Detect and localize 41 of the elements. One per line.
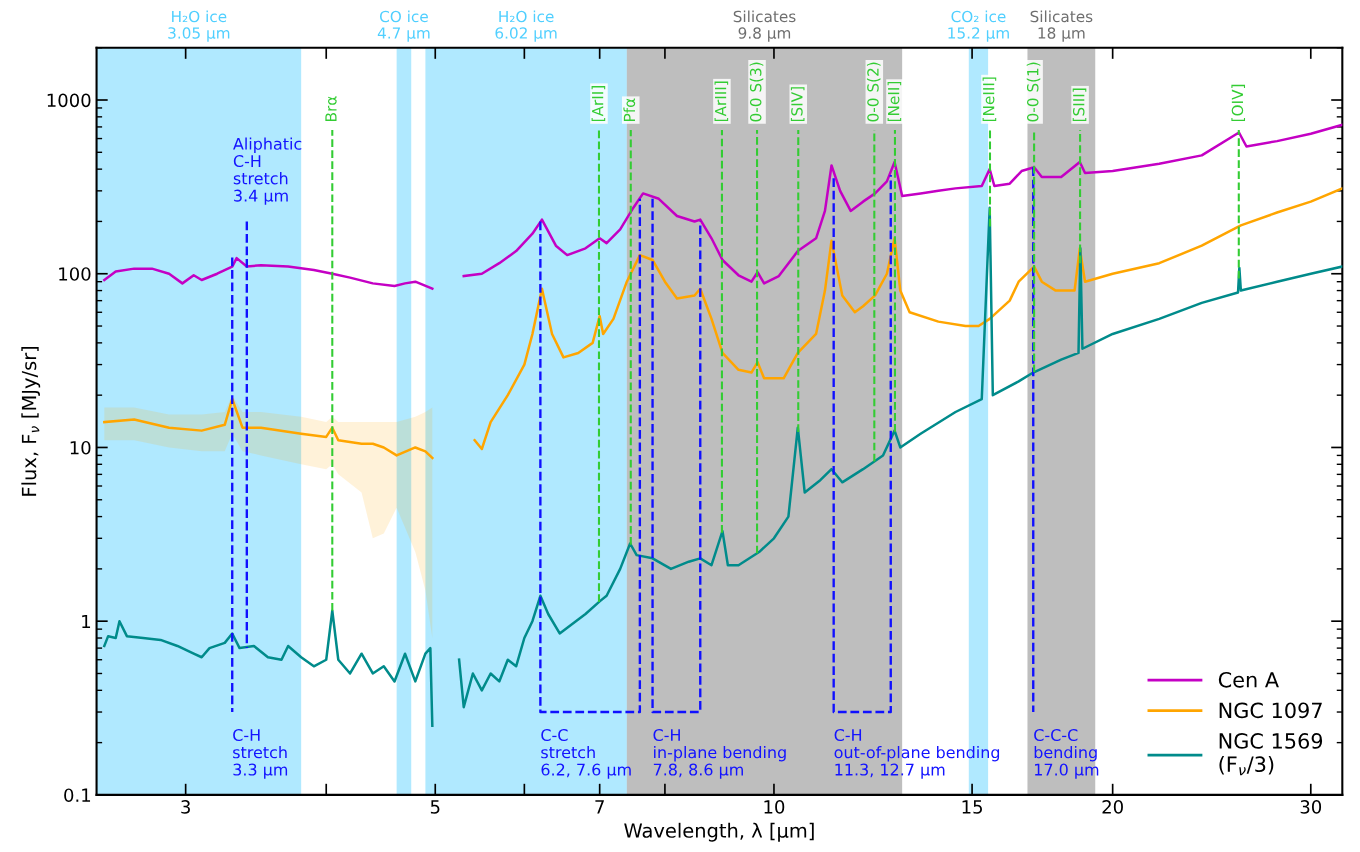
x-tick-label: 5 bbox=[430, 800, 440, 814]
x-tick-label: 3 bbox=[181, 800, 190, 814]
ref-line-label: [ArII] bbox=[591, 86, 606, 122]
ref-line-label: [ArIII] bbox=[714, 81, 729, 122]
ref-line-label: 0-0 S(1) bbox=[1026, 62, 1041, 122]
ref-line-label: [SIII] bbox=[1072, 88, 1087, 122]
ref-line-label: Pfα bbox=[623, 98, 636, 121]
ref-line-label: [NeIII] bbox=[982, 77, 997, 122]
ref-line-label: [NeII] bbox=[887, 81, 902, 122]
legend-label: NGC 1097 bbox=[1219, 702, 1322, 719]
x-tick-label: 7 bbox=[595, 800, 604, 814]
band-label: Silicates 9.8 µm bbox=[733, 10, 796, 42]
ref-line-label: 0-0 S(2) bbox=[866, 62, 881, 122]
legend-label: Cen A bbox=[1218, 671, 1279, 688]
band-label: CO ice 4.7 µm bbox=[377, 10, 430, 42]
ref-line-label: [OIV] bbox=[1231, 84, 1246, 122]
annotation: C-H out-of-plane bending 11.3, 12.7 µm bbox=[834, 728, 1000, 779]
y-tick-label: 0.1 bbox=[64, 788, 91, 803]
x-tick-label: 10 bbox=[764, 800, 785, 814]
band-label: Silicates 18 µm bbox=[1030, 10, 1093, 42]
annotation: C-C stretch 6.2, 7.6 µm bbox=[541, 728, 631, 779]
x-tick-label: 20 bbox=[1102, 800, 1123, 814]
y-tick-label: 100 bbox=[59, 267, 91, 281]
annotation: Aliphatic C-H stretch 3.4 µm bbox=[233, 137, 302, 205]
annotation: C-C-C bending 17.0 µm bbox=[1034, 728, 1099, 779]
band-label: CO₂ ice 15.2 µm bbox=[948, 10, 1009, 42]
y-tick-label: 10 bbox=[70, 440, 91, 455]
y-tick-label: 1 bbox=[82, 614, 91, 629]
annotation: C-H in-plane bending 7.8, 8.6 µm bbox=[653, 728, 786, 779]
y-tick-label: 1000 bbox=[47, 93, 91, 108]
ref-line-label: 0-0 S(3) bbox=[749, 62, 764, 122]
y-axis-title: Flux, F$_{ν}$ [MJy/sr] bbox=[21, 346, 41, 496]
x-tick-label: 15 bbox=[962, 800, 982, 814]
band-label: H₂O ice 3.05 µm bbox=[168, 10, 230, 42]
ref-line-label: Brα bbox=[325, 96, 337, 121]
ref-line-label: [SIV] bbox=[790, 87, 805, 122]
x-axis-title: Wavelength, λ [µm] bbox=[624, 822, 814, 842]
legend-label: NGC 1569 (F$_{ν}$/3) bbox=[1219, 733, 1323, 776]
band-label: H₂O ice 6.02 µm bbox=[495, 10, 557, 42]
annotation: C-H stretch 3.3 µm bbox=[233, 728, 288, 779]
x-tick-label: 30 bbox=[1300, 800, 1322, 814]
